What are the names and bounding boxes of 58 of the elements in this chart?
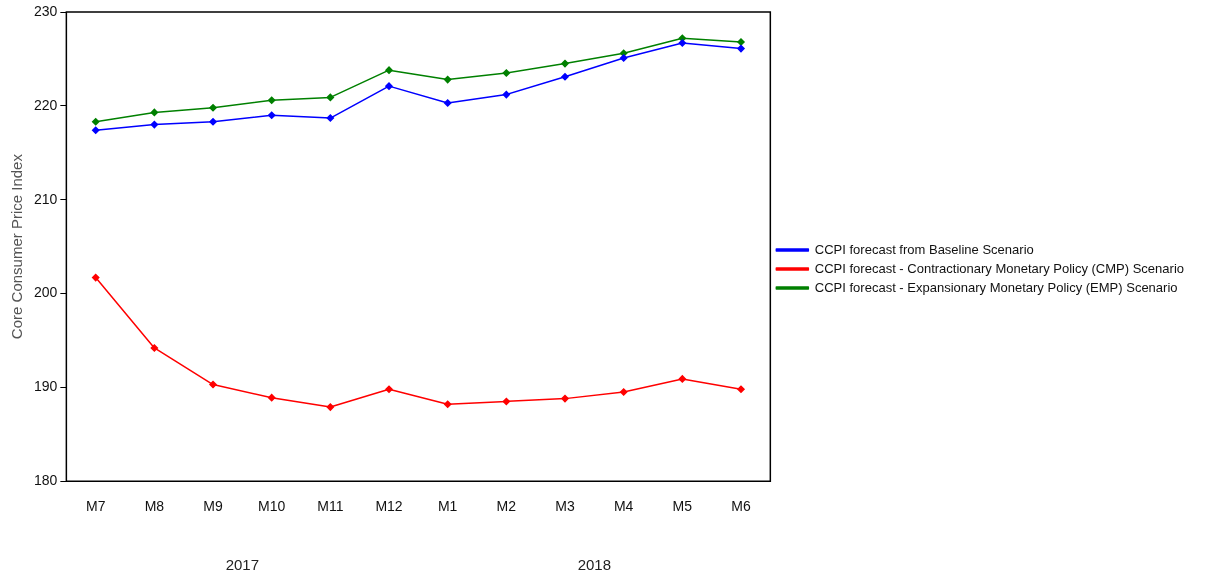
x-tick-label: M9 [203, 498, 223, 515]
x-tick-label: M6 [731, 498, 751, 515]
x-tick-label: M11 [317, 498, 344, 515]
point [209, 380, 217, 389]
legend-label: CCPI forecast - Contractionary Monetary Policy (CMP) Scenario [814, 260, 1185, 276]
point [561, 394, 569, 403]
point [385, 385, 393, 393]
point [502, 90, 511, 99]
y-tick-label: 180 [34, 472, 58, 489]
x-tick-label: M3 [555, 498, 575, 515]
point [737, 44, 745, 53]
point [737, 38, 745, 46]
legend-label: CCPI forecast from Baseline Scenario [814, 241, 1034, 257]
point [91, 118, 100, 126]
point [619, 388, 628, 396]
point [443, 400, 452, 408]
point [267, 393, 276, 402]
x-tick-label: M10 [258, 498, 286, 515]
point [326, 93, 335, 102]
point [443, 99, 452, 107]
text: 2018 [577, 556, 612, 574]
point [561, 59, 569, 68]
point [326, 403, 335, 411]
point [326, 114, 335, 122]
point [678, 375, 687, 383]
text: 2017 [225, 556, 260, 574]
x-tick-label: M5 [672, 498, 693, 515]
point [561, 73, 569, 81]
x-tick-label: M12 [375, 498, 403, 515]
point [385, 66, 393, 74]
y-tick-label: 230 [34, 2, 58, 19]
point [737, 385, 745, 393]
x-tick-label: M2 [496, 498, 517, 515]
x-tick-label: M1 [437, 498, 458, 515]
point [150, 120, 159, 129]
point [91, 126, 100, 134]
point [502, 69, 511, 77]
x-tick-label: M8 [144, 498, 165, 515]
point [150, 108, 159, 117]
point [502, 397, 511, 406]
point [91, 273, 100, 282]
point [150, 344, 159, 352]
point [267, 96, 276, 104]
y-axis-title: Core Consumer Price Index [8, 153, 26, 340]
x-tick-label: M4 [613, 498, 634, 515]
y-tick-label: 220 [34, 96, 58, 113]
point [443, 75, 452, 84]
y-tick-label: 200 [34, 284, 58, 301]
point [619, 54, 628, 62]
point [209, 103, 217, 112]
x-tick-label: M7 [85, 498, 106, 515]
point [385, 82, 393, 90]
y-tick-label: 210 [34, 190, 58, 207]
point [267, 111, 276, 119]
point [209, 118, 217, 126]
point [678, 39, 687, 47]
y-tick-label: 190 [34, 378, 58, 395]
legend-label: CCPI forecast - Expansionary Monetary Policy (EMP) Scenario [814, 279, 1178, 295]
